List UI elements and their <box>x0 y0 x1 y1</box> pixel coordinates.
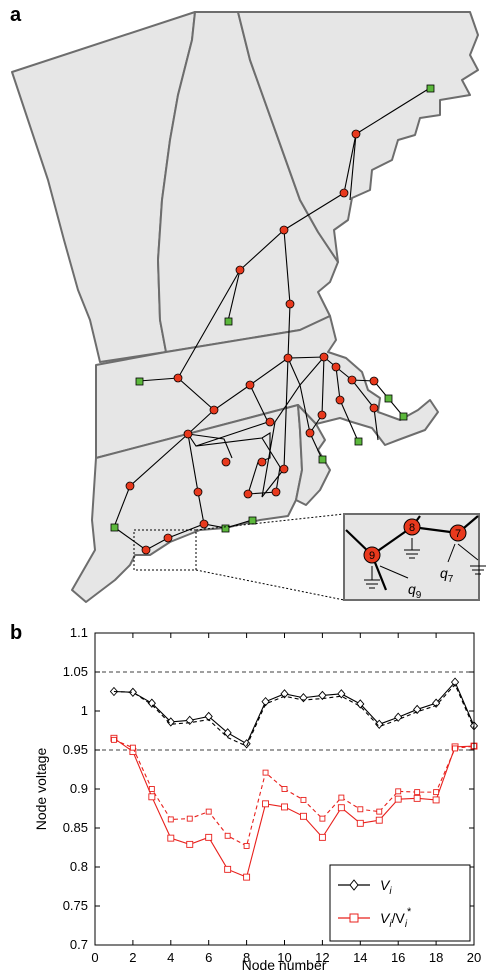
data-point-square <box>337 804 345 812</box>
data-point-square <box>452 745 458 752</box>
generator-nodes <box>110 84 435 533</box>
data-point-square <box>357 806 364 813</box>
data-point-square <box>281 803 288 811</box>
inset-node-label-9: 9 <box>369 550 375 562</box>
legend-marker-diamond <box>349 879 359 891</box>
data-point-square <box>376 808 383 815</box>
data-point-square <box>319 815 326 822</box>
data-point-square <box>148 786 155 792</box>
x-tick-label: 6 <box>205 950 212 965</box>
grid-map: 9 8 7 q9 q7 <box>11 11 486 603</box>
inset-q9-label: q9 <box>408 581 422 601</box>
x-tick-label: 18 <box>429 950 443 965</box>
inset: 9 8 7 q9 q7 <box>343 513 486 601</box>
y-tick-label: 0.8 <box>70 859 88 874</box>
data-point-diamond <box>337 689 346 699</box>
data-point-square <box>262 800 269 808</box>
y-tick-label: 0.9 <box>70 781 88 796</box>
data-point-square <box>300 812 307 820</box>
data-point-diamond <box>450 677 460 687</box>
data-point-square <box>300 796 307 803</box>
bus-nodes <box>125 129 379 555</box>
chart-reference-lines <box>95 671 474 751</box>
x-axis-label: Node number <box>242 957 327 973</box>
legend-box <box>329 864 471 942</box>
data-point-square <box>414 789 421 796</box>
data-point-diamond <box>147 698 156 708</box>
legend-marker-square <box>349 913 359 923</box>
data-point-square <box>148 793 156 801</box>
data-point-square <box>394 795 402 803</box>
data-point-square <box>395 788 402 795</box>
chart-ticks: 0 2 4 6 8 10 12 14 16 18 20 0.7 0.75 0.8 0.85 0.9 0.95 1 1… <box>63 625 482 965</box>
y-tick-label: 0.75 <box>63 898 88 913</box>
legend-entry-vi-vistar: Vi/Vi* <box>380 906 412 930</box>
y-tick-label: 0.7 <box>70 937 88 952</box>
data-point-square <box>243 842 250 849</box>
data-point-square <box>167 816 174 823</box>
data-point-square <box>205 808 212 815</box>
data-point-diamond <box>280 689 289 699</box>
land-regions <box>11 11 479 603</box>
data-point-diamond <box>413 704 422 715</box>
data-point-square <box>413 794 421 802</box>
data-point-diamond <box>128 687 137 697</box>
data-point-square <box>356 819 364 827</box>
legend-entry-vi: Vi <box>380 877 392 897</box>
x-tick-label: 10 <box>277 950 291 965</box>
inset-node-label-8: 8 <box>409 522 415 534</box>
x-tick-label: 4 <box>167 950 174 965</box>
zoom-indicator <box>133 513 345 601</box>
data-point-square <box>205 833 213 841</box>
y-tick-label: 1.1 <box>70 625 88 640</box>
data-point-diamond <box>223 728 232 738</box>
series-line-0 <box>113 681 475 745</box>
data-point-square <box>338 794 345 801</box>
inset-node-label-7: 7 <box>455 528 461 540</box>
data-point-diamond <box>242 739 251 749</box>
data-point-square <box>243 873 251 881</box>
data-point-square <box>432 796 440 804</box>
data-point-diamond <box>432 698 441 708</box>
y-tick-label: 0.85 <box>63 820 88 835</box>
x-tick-label: 14 <box>353 950 367 965</box>
x-tick-label: 2 <box>129 950 136 965</box>
data-point-diamond <box>204 711 213 722</box>
data-point-square <box>129 744 136 751</box>
chart-series <box>109 677 479 881</box>
legend: Vi Vi/Vi* <box>329 864 471 942</box>
x-tick-label: 20 <box>467 950 481 965</box>
data-point-square <box>224 832 231 839</box>
data-point-square <box>110 736 117 743</box>
y-tick-label: 1.05 <box>63 664 88 679</box>
data-point-square <box>167 834 175 842</box>
x-tick-label: 16 <box>391 950 405 965</box>
data-point-square <box>186 815 193 822</box>
data-point-diamond <box>318 690 327 701</box>
x-tick-label: 0 <box>91 950 98 965</box>
data-point-square <box>433 789 440 796</box>
series-line-2 <box>113 737 475 878</box>
series-line-1 <box>113 683 475 747</box>
data-point-square <box>375 816 383 824</box>
x-tick-label: 8 <box>243 950 250 965</box>
region-massachusetts <box>95 315 439 459</box>
x-tick-label: 12 <box>315 950 329 965</box>
panel-a-label: a <box>10 4 22 26</box>
data-point-diamond <box>394 712 403 722</box>
data-point-diamond <box>261 696 270 707</box>
panel-b-label: b <box>10 622 23 644</box>
data-point-square <box>224 865 232 873</box>
y-tick-label: 1 <box>81 703 88 718</box>
y-tick-label: 0.95 <box>63 742 88 757</box>
inset-q7-label: q7 <box>440 565 454 585</box>
series-line-3 <box>113 739 475 847</box>
y-axis-label: Node voltage <box>33 748 49 831</box>
region-rhode-island <box>295 404 331 506</box>
data-point-square <box>186 840 194 848</box>
data-point-square <box>318 833 326 841</box>
data-point-square <box>281 786 288 792</box>
data-point-square <box>262 769 269 776</box>
